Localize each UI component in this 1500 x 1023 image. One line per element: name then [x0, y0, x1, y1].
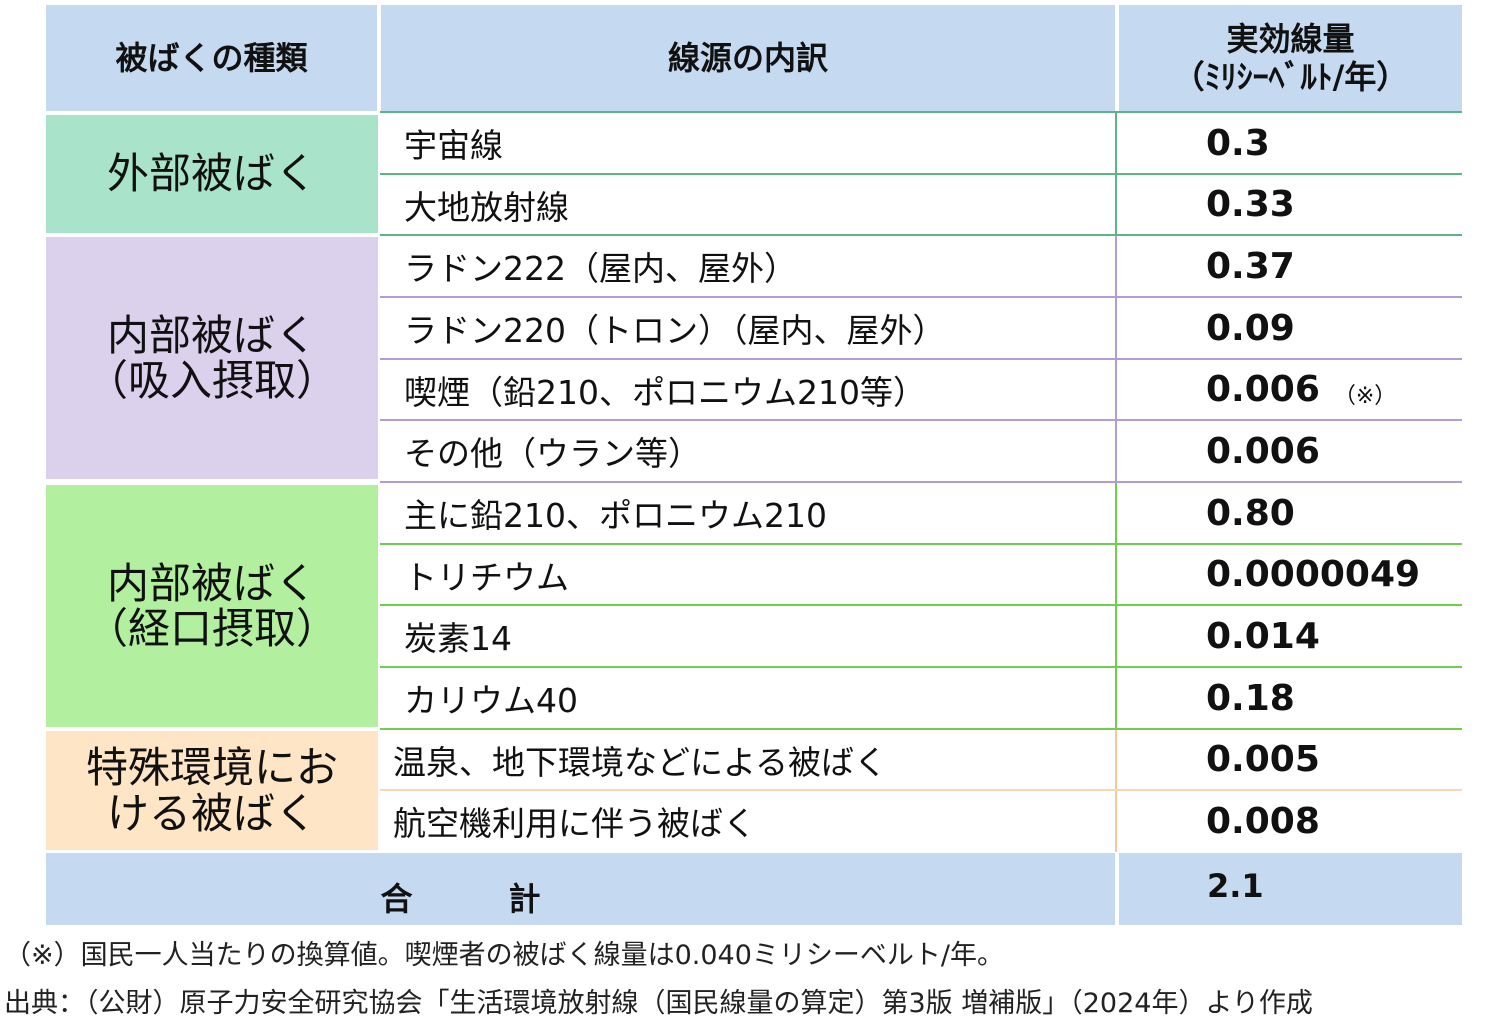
source-radon220: ラドン220（トロン）（屋内、屋外） — [404, 311, 946, 350]
dose-radon220: 0.09 — [1206, 298, 1295, 358]
rule — [380, 111, 1462, 113]
category-inhalation-label-2: （吸入摂取） — [85, 356, 338, 405]
source-lead-polonium: 主に鉛210、ポロニウム210 — [404, 496, 827, 535]
source-radon222: ラドン222（屋内、屋外） — [404, 249, 797, 288]
source-cosmic: 宇宙線 — [404, 126, 503, 165]
dose-aviation: 0.008 — [1206, 791, 1320, 851]
dose-potassium40: 0.18 — [1206, 668, 1295, 728]
category-external: 外部被ばく — [46, 115, 378, 233]
header-type: 被ばくの種類 — [46, 5, 377, 111]
rule — [380, 789, 1462, 791]
rule — [380, 543, 1462, 545]
source-aviation: 航空機利用に伴う被ばく — [393, 804, 756, 843]
header-dose: 実効線量 （ﾐﾘｼｰﾍﾞﾙﾄ/年） — [1119, 5, 1462, 111]
source-tritium: トリチウム — [404, 557, 569, 597]
category-ingestion-label-1: 内部被ばく — [106, 558, 317, 608]
total-value-cell: 2.1 — [1119, 853, 1462, 925]
source-terrestrial: 大地放射線 — [404, 187, 569, 227]
dose-tritium: 0.0000049 — [1206, 545, 1420, 604]
dose-value: 0.014 — [1206, 615, 1320, 657]
header-dose-unit: （ﾐﾘｼｰﾍﾞﾙﾄ/年） — [1172, 58, 1409, 96]
rule — [380, 173, 1462, 175]
rule — [380, 358, 1462, 360]
dose-other-uranium: 0.006 — [1206, 421, 1320, 481]
total-label-cell: 合 計 — [46, 853, 1115, 925]
dose-value: 0.3 — [1206, 122, 1270, 164]
dose-value: 0.09 — [1206, 307, 1295, 349]
category-ingestion: 内部被ばく （経口摂取） — [46, 485, 378, 727]
dose-cosmic: 0.3 — [1206, 113, 1270, 173]
category-ingestion-label-2: （経口摂取） — [85, 604, 338, 653]
header-type-label: 被ばくの種類 — [115, 38, 308, 77]
dose-value: 0.008 — [1206, 800, 1320, 842]
dose-value: 0.18 — [1206, 677, 1295, 719]
dose-carbon14: 0.014 — [1206, 606, 1320, 666]
category-special: 特殊環境にお ける被ばく — [46, 731, 378, 850]
dose-value: 0.0000049 — [1206, 554, 1421, 595]
divider-ingestion — [1115, 483, 1117, 729]
rule — [380, 604, 1462, 606]
source-other-uranium: その他（ウラン等） — [404, 434, 701, 473]
source-potassium40: カリウム40 — [404, 681, 578, 720]
footnote-mark: （※） — [1333, 383, 1397, 409]
dose-smoking: 0.006 （※） — [1206, 360, 1396, 419]
total-label: 合 計 — [380, 880, 541, 918]
source-hot-springs: 温泉、地下環境などによる被ばく — [393, 742, 888, 782]
dose-value: 0.006 — [1206, 369, 1320, 410]
dose-value: 0.33 — [1206, 184, 1295, 225]
rule — [380, 296, 1462, 298]
dose-value: 0.006 — [1206, 430, 1320, 472]
header-source-label: 線源の内訳 — [667, 38, 828, 77]
category-inhalation-label-1: 内部被ばく — [106, 310, 317, 360]
category-inhalation: 内部被ばく （吸入摂取） — [46, 237, 378, 479]
rule — [380, 481, 1462, 483]
source-carbon14: 炭素14 — [404, 619, 512, 658]
dose-lead-polonium: 0.80 — [1206, 483, 1295, 543]
rule — [380, 666, 1462, 668]
source-smoking: 喫煙（鉛210、ポロニウム210等） — [404, 372, 926, 412]
source-citation: 出典：（公財）原子力安全研究協会「生活環境放射線（国民線量の算定）第3版 増補版… — [4, 988, 1313, 1019]
dose-value: 0.005 — [1206, 739, 1320, 780]
dose-value: 0.37 — [1206, 245, 1295, 287]
total-value: 2.1 — [1207, 867, 1264, 905]
category-special-label-2: ける被ばく — [106, 788, 317, 838]
dose-hot-springs: 0.005 — [1206, 730, 1320, 789]
footnote: （※）国民一人当たりの換算値。喫煙者の被ばく線量は0.040ミリシーベルト/年。 — [4, 940, 1005, 971]
header-source: 線源の内訳 — [381, 5, 1115, 111]
category-special-label-1: 特殊環境にお — [85, 743, 338, 793]
header-dose-label: 実効線量 — [1226, 19, 1355, 58]
dose-terrestrial: 0.33 — [1206, 175, 1295, 234]
dose-value: 0.80 — [1206, 492, 1295, 534]
category-external-label: 外部被ばく — [106, 149, 317, 199]
rule — [380, 419, 1462, 421]
rule — [380, 234, 1462, 236]
dose-radon222: 0.37 — [1206, 236, 1295, 296]
rule — [380, 728, 1462, 730]
